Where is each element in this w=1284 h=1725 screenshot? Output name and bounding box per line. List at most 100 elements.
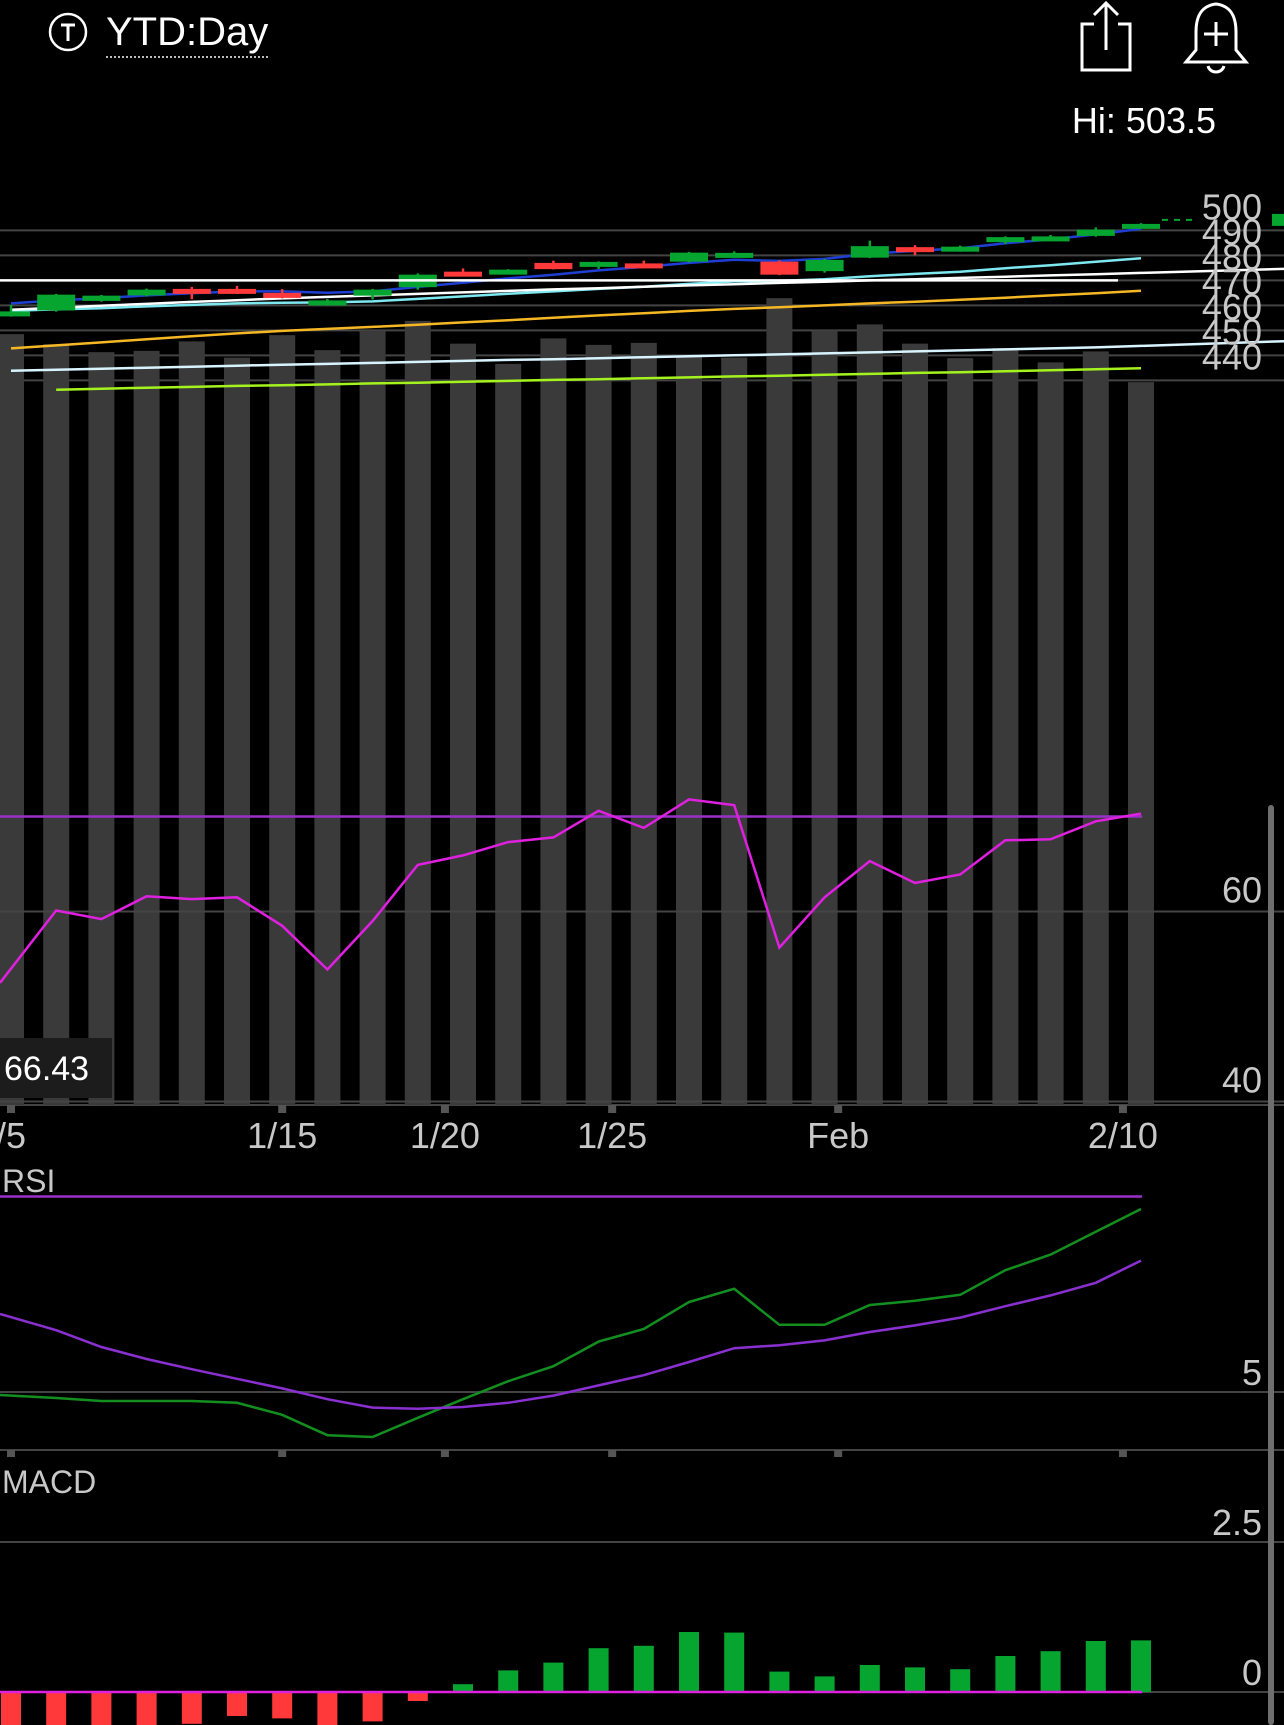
x-tick-label: 1/20	[410, 1115, 480, 1156]
volume-bar	[224, 357, 250, 1105]
volume-bar	[495, 363, 522, 1105]
candlesticks	[0, 213, 1284, 317]
candle-body	[0, 311, 30, 317]
volume-readout-box	[0, 1038, 112, 1098]
rsi-line	[0, 798, 1142, 984]
candle-body	[850, 246, 889, 258]
macd-histogram-bar	[995, 1656, 1016, 1692]
candle-body	[172, 288, 211, 294]
candle-body	[715, 252, 754, 258]
macd-histogram-bar	[1085, 1641, 1106, 1692]
volume-bar	[314, 350, 341, 1105]
x-tick-mark	[608, 1105, 617, 1113]
price-tick-label: 460	[1202, 286, 1262, 327]
candle-body	[82, 295, 121, 301]
candle-body	[308, 300, 347, 306]
macd-tick-label: 2.5	[1212, 1502, 1262, 1543]
macd-histogram-bar	[498, 1670, 519, 1692]
x-tick-mark	[278, 1450, 287, 1457]
price-tick-label: 500	[1202, 186, 1262, 227]
volume-bar	[269, 335, 296, 1105]
volume-bar	[585, 344, 612, 1105]
timeframe-selector[interactable]: YTD:Day	[106, 8, 269, 58]
volume-bar	[630, 342, 657, 1105]
macd-histogram-bar	[724, 1632, 745, 1692]
candle-body	[218, 288, 256, 294]
volume-bar	[359, 331, 386, 1105]
candle-body	[579, 261, 618, 267]
candle-body	[760, 261, 799, 275]
candle-body	[1076, 229, 1115, 236]
volume-bar	[856, 324, 883, 1105]
x-tick-mark	[7, 1450, 15, 1457]
macd-histogram-bar	[46, 1692, 67, 1725]
x-tick-mark	[440, 1105, 449, 1113]
moving-average-line	[10, 289, 1142, 350]
candle-body	[896, 247, 934, 253]
macd-panel: MACD 5 2.5 0	[0, 1207, 1284, 1725]
candle-body	[670, 252, 708, 262]
candle-body	[489, 269, 528, 275]
macd-histogram-bar	[679, 1632, 699, 1692]
x-tick-mark	[1118, 1450, 1127, 1457]
volume-bar	[450, 343, 476, 1105]
volume-bar	[1037, 362, 1064, 1105]
macd-signal-line	[0, 1259, 1142, 1411]
moving-average-line	[56, 366, 1142, 391]
volume-readout: 66.43	[4, 1050, 89, 1088]
macd-histogram-bar	[633, 1645, 654, 1692]
t-badge-icon[interactable]	[48, 12, 88, 52]
macd-histogram-bar	[905, 1667, 925, 1692]
macd-histogram-bar	[272, 1692, 293, 1719]
macd-histogram-bar	[227, 1692, 247, 1716]
volume-bar	[540, 338, 567, 1105]
volume-bar	[766, 298, 793, 1105]
volume-bar	[0, 334, 24, 1105]
x-tick-mark	[440, 1450, 449, 1457]
macd-tick-label: 0	[1242, 1652, 1262, 1693]
rsi-tick-label: 60	[1222, 870, 1262, 911]
macd-histogram-bar	[136, 1692, 157, 1725]
macd-histogram-bar	[362, 1692, 383, 1722]
x-tick-mark	[1118, 1105, 1127, 1113]
x-tick-mark	[834, 1450, 843, 1457]
x-tick-mark	[278, 1105, 287, 1113]
hi-label: Hi: 503.5	[1071, 100, 1216, 141]
volume-bar	[88, 352, 115, 1105]
candle-body	[1122, 223, 1160, 229]
volume-bar	[902, 343, 928, 1105]
x-tick-mark	[608, 1450, 617, 1457]
macd-line	[0, 1207, 1142, 1439]
x-tick-mark	[834, 1105, 843, 1113]
macd-histogram-bar	[407, 1692, 428, 1701]
rsi-title: RSI	[2, 1163, 55, 1199]
volume-bar	[404, 320, 431, 1105]
rsi-tick-label: 40	[1222, 1060, 1262, 1101]
candle-body	[127, 289, 166, 296]
volume-bar	[811, 330, 838, 1105]
candle-body	[263, 292, 302, 298]
volume-bars	[0, 298, 1154, 1105]
candle-body	[37, 294, 76, 311]
add-alert-icon[interactable]	[1180, 0, 1252, 76]
x-tick-label: 1/25	[577, 1115, 647, 1156]
macd-histogram-bar	[181, 1692, 202, 1724]
x-tick-label: Feb	[807, 1115, 869, 1156]
price-tick-label: 470	[1202, 261, 1262, 302]
moving-average-line	[10, 256, 1142, 312]
macd-histogram-bar	[91, 1692, 112, 1725]
scrollbar[interactable]	[1268, 805, 1274, 1725]
macd-tick-label: 5	[1242, 1352, 1262, 1393]
macd-histogram-bar	[950, 1669, 971, 1692]
volume-bar	[43, 344, 70, 1105]
candle-body	[805, 259, 844, 272]
share-icon[interactable]	[1076, 0, 1136, 76]
price-tick-label: 480	[1202, 236, 1262, 277]
candle-body	[353, 289, 392, 296]
x-tick-label: 1/15	[247, 1115, 317, 1156]
macd-histogram-bar	[1040, 1651, 1061, 1692]
macd-histogram-bar	[1131, 1640, 1151, 1692]
candle-body	[534, 262, 573, 270]
